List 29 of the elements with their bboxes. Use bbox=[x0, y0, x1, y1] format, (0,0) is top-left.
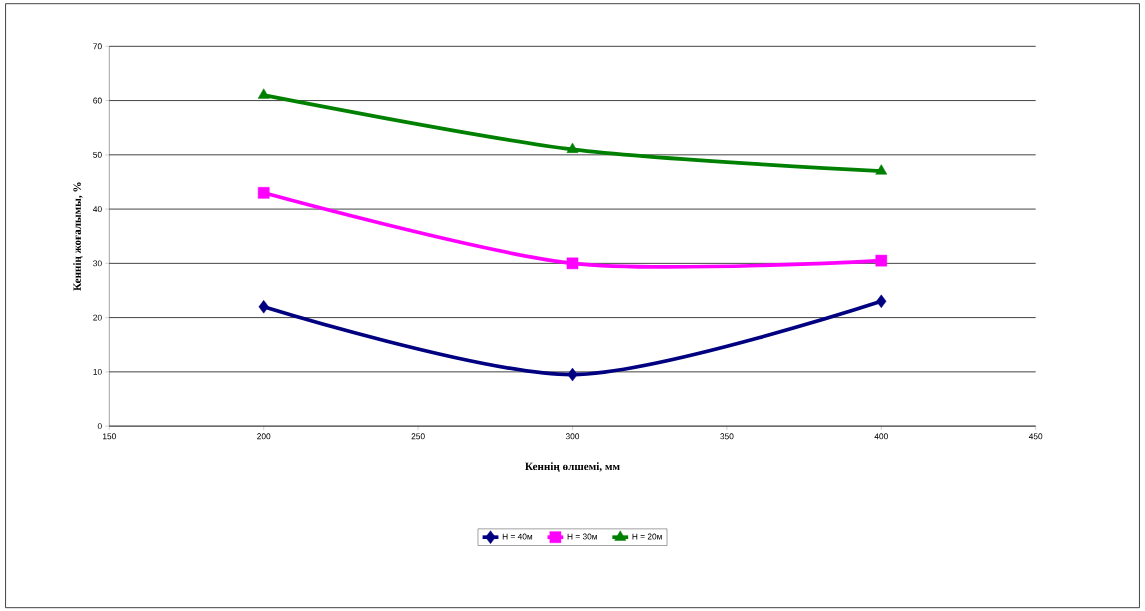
point bbox=[258, 299, 269, 314]
y-tick-label: 30 bbox=[93, 260, 102, 267]
x-tick-label: 150 bbox=[103, 433, 116, 440]
x-tick-label: 450 bbox=[1028, 433, 1043, 440]
point bbox=[875, 254, 888, 267]
y-tick-label: 10 bbox=[93, 368, 102, 375]
legend-label: H = 30м bbox=[567, 533, 597, 540]
point bbox=[875, 164, 888, 175]
point bbox=[876, 294, 887, 308]
y-tick-label: 60 bbox=[93, 97, 102, 104]
legend-label: H = 20м bbox=[632, 533, 662, 540]
y-axis-title: Кеннің жоғалымы, % bbox=[73, 182, 83, 291]
point bbox=[257, 186, 270, 199]
y-tick-label: 0 bbox=[97, 422, 102, 429]
point bbox=[257, 88, 270, 99]
x-tick-label: 350 bbox=[720, 433, 734, 440]
x-tick-label: 200 bbox=[257, 433, 271, 440]
legend-label: H = 40м bbox=[502, 533, 533, 540]
point bbox=[566, 142, 579, 153]
point bbox=[566, 257, 579, 269]
x-tick-label: 250 bbox=[411, 433, 425, 440]
y-tick-label: 50 bbox=[93, 151, 102, 158]
point bbox=[567, 367, 578, 382]
y-tick-label: 40 bbox=[93, 205, 102, 212]
x-axis-title: Кеннің өлшемі, мм bbox=[525, 462, 620, 472]
y-tick-label: 20 bbox=[93, 314, 102, 321]
y-tick-label: 70 bbox=[93, 43, 102, 50]
x-tick-label: 400 bbox=[874, 433, 888, 440]
x-tick-label: 300 bbox=[565, 433, 580, 440]
